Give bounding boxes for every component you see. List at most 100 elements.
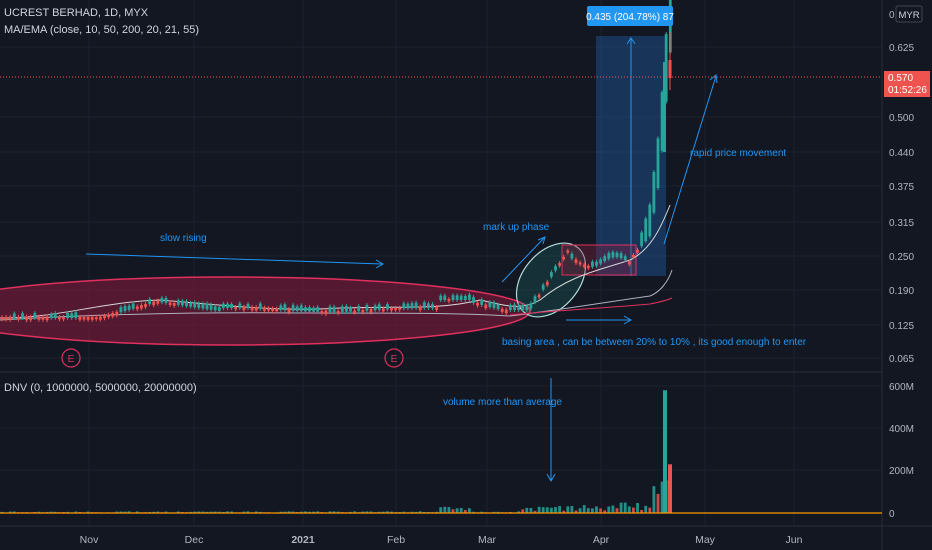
candle-body	[435, 306, 438, 310]
candle-body	[632, 254, 635, 258]
ma-indicator-label[interactable]: MA/EMA (close, 10, 50, 200, 20, 21, 55)	[4, 24, 199, 36]
candle-body	[217, 306, 221, 311]
candle-body	[603, 256, 607, 262]
volume-bar	[291, 511, 295, 513]
candle-body	[53, 313, 57, 318]
candle-body	[353, 310, 356, 313]
candle-body	[558, 262, 561, 266]
candle-body	[62, 317, 65, 320]
volume-bar	[558, 506, 561, 513]
volume-bar	[619, 502, 623, 513]
candle-body	[295, 306, 299, 311]
candle-body	[119, 307, 123, 313]
volume-bar	[611, 505, 615, 513]
candle-body	[390, 308, 393, 311]
candle-body	[287, 309, 291, 313]
candle-body	[254, 307, 258, 311]
candle-body	[140, 304, 143, 309]
volume-bar	[545, 507, 549, 513]
basing-arrow-head	[623, 315, 633, 325]
earnings-marker-1[interactable]	[61, 348, 81, 368]
candle-body	[304, 307, 307, 312]
candle-body	[291, 304, 295, 311]
earnings-marker-1-label: E	[68, 354, 75, 365]
candle-body	[562, 256, 566, 260]
candle-body	[205, 303, 209, 310]
candle-body	[443, 295, 447, 300]
markup-label: mark up phase	[483, 222, 550, 233]
candle-body	[488, 302, 492, 307]
candle-body	[664, 33, 668, 102]
volume-bar	[418, 511, 422, 513]
candle-body	[607, 253, 611, 259]
volume-bar	[603, 510, 607, 513]
candle-body	[623, 256, 627, 261]
volume-bar	[377, 511, 381, 513]
time-tick-label: Feb	[387, 534, 405, 546]
volume-bar	[554, 507, 557, 513]
volume-bar	[648, 507, 652, 513]
time-tick-label: 2021	[291, 534, 315, 546]
volume-bar	[312, 511, 315, 513]
volume-bar	[656, 493, 660, 513]
time-axis[interactable]: Nov Dec 2021 Feb Mar Apr May Jun	[80, 534, 803, 546]
measure-label-box	[587, 6, 673, 26]
candle-body	[615, 252, 619, 258]
volume-bar	[578, 508, 582, 513]
earnings-marker-2[interactable]	[384, 348, 404, 368]
volume-bar	[308, 511, 311, 513]
volume-tick-label: 600M	[889, 382, 914, 393]
candle-body	[176, 300, 180, 305]
volume-bar	[127, 511, 131, 513]
volume-tick-label: 400M	[889, 424, 914, 435]
price-tick-label: 0.375	[889, 182, 914, 193]
candle-body	[17, 316, 20, 320]
candle-body	[496, 304, 500, 310]
volume-indicator-label[interactable]: DNV (0, 1000000, 5000000, 20000000)	[4, 382, 197, 394]
candle-body	[660, 92, 664, 151]
volume-scale[interactable]: 600M 400M 200M 0	[889, 382, 914, 520]
basing-area-ellipse[interactable]	[0, 276, 531, 346]
volume-bar	[582, 505, 586, 513]
candle-body	[439, 295, 443, 300]
candle-body	[123, 306, 127, 311]
candle-body	[648, 204, 652, 237]
ma-pink-line	[509, 297, 673, 316]
candle-body	[103, 315, 106, 319]
volume-bar	[574, 510, 578, 513]
candle-body	[484, 304, 488, 309]
currency-box[interactable]	[895, 5, 923, 23]
symbol-title[interactable]: UCREST BERHAD, 1D, MYX	[4, 7, 149, 19]
rapid-arrow	[663, 75, 717, 245]
volume-bar	[369, 511, 373, 513]
candle-body	[427, 303, 430, 309]
volume-bar	[595, 506, 598, 513]
volume-tick-label: 0	[889, 509, 895, 520]
candle-body	[299, 305, 303, 312]
volume-bar	[455, 508, 459, 513]
price-tick-label: 0.190	[889, 286, 914, 297]
candle-body	[521, 305, 525, 310]
ma-grey-line	[0, 269, 673, 321]
candle-body	[222, 303, 225, 309]
volume-bar	[623, 502, 627, 513]
volume-bar	[640, 509, 643, 513]
candle-body	[332, 306, 336, 312]
time-tick-label: Nov	[80, 534, 99, 546]
candle-body	[406, 303, 410, 309]
candle-body	[533, 296, 537, 303]
candle-body	[308, 307, 311, 312]
candle-body	[78, 316, 82, 320]
volume-bar	[451, 509, 455, 513]
volume-bar	[74, 511, 78, 513]
candle-body	[8, 316, 12, 320]
volume-bar	[525, 507, 529, 513]
candle-body	[554, 266, 557, 271]
volume-bar	[254, 511, 258, 513]
volume-bar	[517, 511, 520, 513]
price-scale[interactable]: 0.625 0.500 0.440 0.375 0.315 0.250 0.190 0.125…	[889, 43, 914, 365]
candle-body	[336, 310, 340, 314]
candle-body	[381, 308, 385, 312]
